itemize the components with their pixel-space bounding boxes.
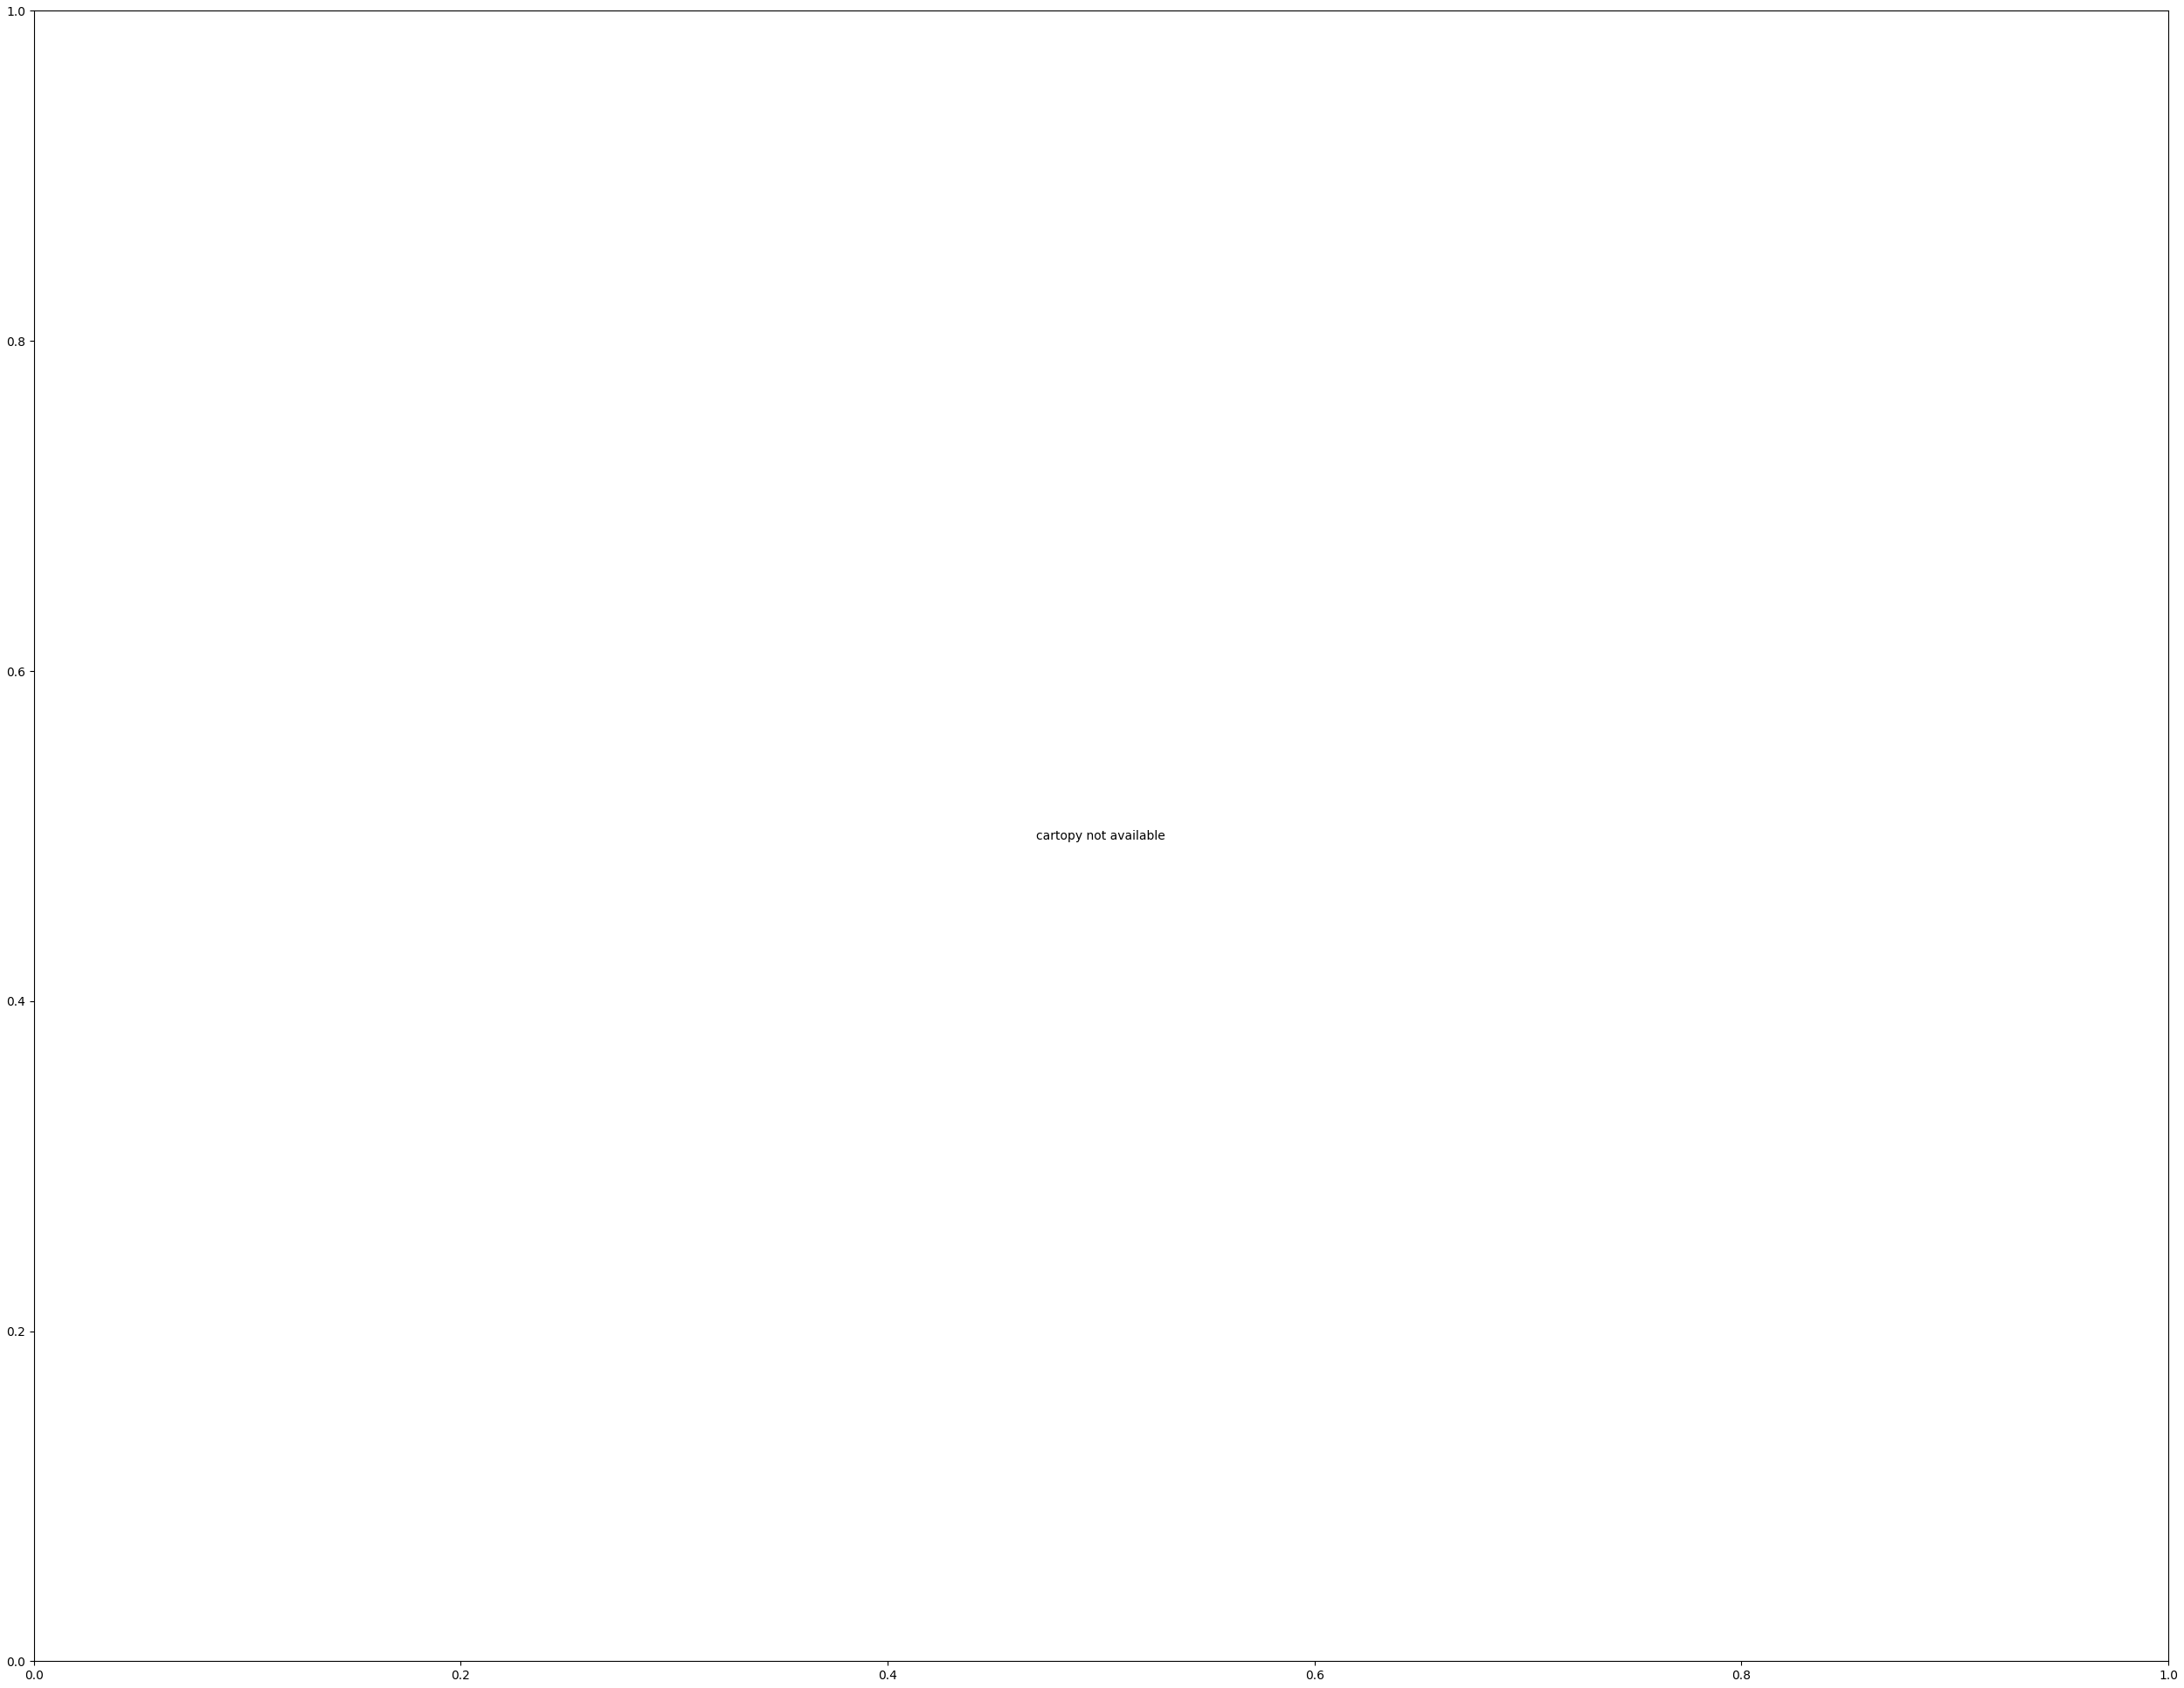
Text: cartopy not available: cartopy not available	[1037, 830, 1166, 842]
